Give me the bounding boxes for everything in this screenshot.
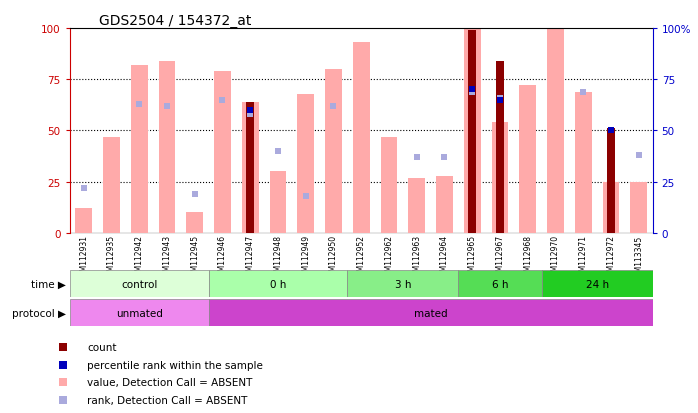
Bar	[297, 94, 314, 233]
Bar	[468, 31, 476, 233]
Bar	[408, 178, 425, 233]
Bar	[131, 66, 147, 233]
Text: percentile rank within the sample: percentile rank within the sample	[87, 360, 263, 370]
Bar	[269, 172, 286, 233]
Bar	[459, 271, 542, 297]
Text: unmated: unmated	[116, 308, 163, 318]
Text: count: count	[87, 342, 117, 352]
Text: mated: mated	[414, 308, 447, 318]
Bar	[496, 62, 504, 233]
Text: protocol ▶: protocol ▶	[13, 308, 66, 318]
Bar	[103, 137, 120, 233]
Text: rank, Detection Call = ABSENT: rank, Detection Call = ABSENT	[87, 395, 248, 405]
Bar	[242, 102, 258, 233]
Bar	[70, 271, 209, 297]
Bar	[542, 271, 653, 297]
Text: 6 h: 6 h	[491, 279, 508, 289]
Text: value, Detection Call = ABSENT: value, Detection Call = ABSENT	[87, 377, 253, 387]
Text: control: control	[121, 279, 157, 289]
Text: GDS2504 / 154372_at: GDS2504 / 154372_at	[99, 14, 251, 28]
Bar	[209, 271, 348, 297]
Bar	[353, 43, 369, 233]
Bar	[630, 182, 647, 233]
Bar	[348, 271, 459, 297]
Bar	[380, 137, 397, 233]
Text: 24 h: 24 h	[586, 279, 609, 289]
Bar	[186, 213, 203, 233]
Bar	[246, 102, 254, 233]
Bar	[325, 70, 342, 233]
Bar	[70, 299, 209, 326]
Bar	[607, 129, 615, 233]
Bar	[214, 72, 231, 233]
Bar	[547, 29, 564, 233]
Bar	[436, 176, 453, 233]
Bar	[602, 182, 619, 233]
Bar	[75, 209, 92, 233]
Bar	[519, 86, 536, 233]
Text: time ▶: time ▶	[31, 279, 66, 289]
Bar	[209, 299, 653, 326]
Bar	[491, 123, 508, 233]
Bar	[158, 62, 175, 233]
Text: 3 h: 3 h	[394, 279, 411, 289]
Text: 0 h: 0 h	[269, 279, 286, 289]
Bar	[464, 29, 480, 233]
Bar	[575, 92, 592, 233]
